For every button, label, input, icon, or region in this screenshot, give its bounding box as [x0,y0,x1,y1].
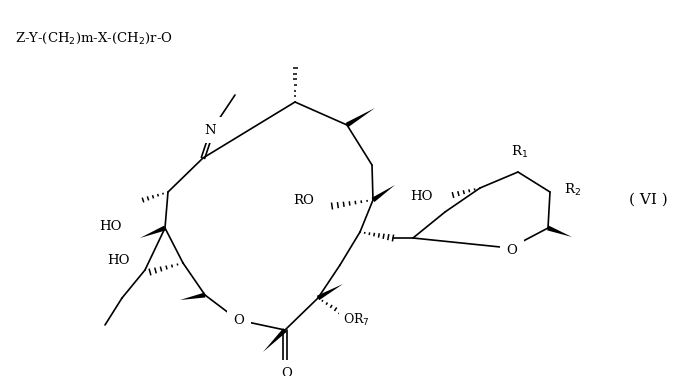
Text: HO: HO [410,190,433,203]
Text: OR$_7$: OR$_7$ [343,312,370,328]
Polygon shape [317,284,343,300]
Polygon shape [263,328,287,352]
Text: O: O [233,314,245,327]
Text: O: O [507,244,517,256]
Text: HO: HO [108,255,130,267]
Text: R$_2$: R$_2$ [564,182,581,198]
Text: R$_1$: R$_1$ [512,144,528,160]
Text: ( VI ): ( VI ) [628,193,668,207]
Polygon shape [140,226,166,238]
Polygon shape [547,226,572,237]
Polygon shape [346,108,375,127]
Polygon shape [372,185,395,202]
Text: RO: RO [293,194,314,208]
Text: Z-Y-(CH$_2$)m-X-(CH$_2$)r-O: Z-Y-(CH$_2$)m-X-(CH$_2$)r-O [15,30,173,45]
Polygon shape [180,293,206,300]
Text: N: N [204,123,216,136]
Text: O: O [282,367,292,376]
Text: HO: HO [99,220,122,232]
